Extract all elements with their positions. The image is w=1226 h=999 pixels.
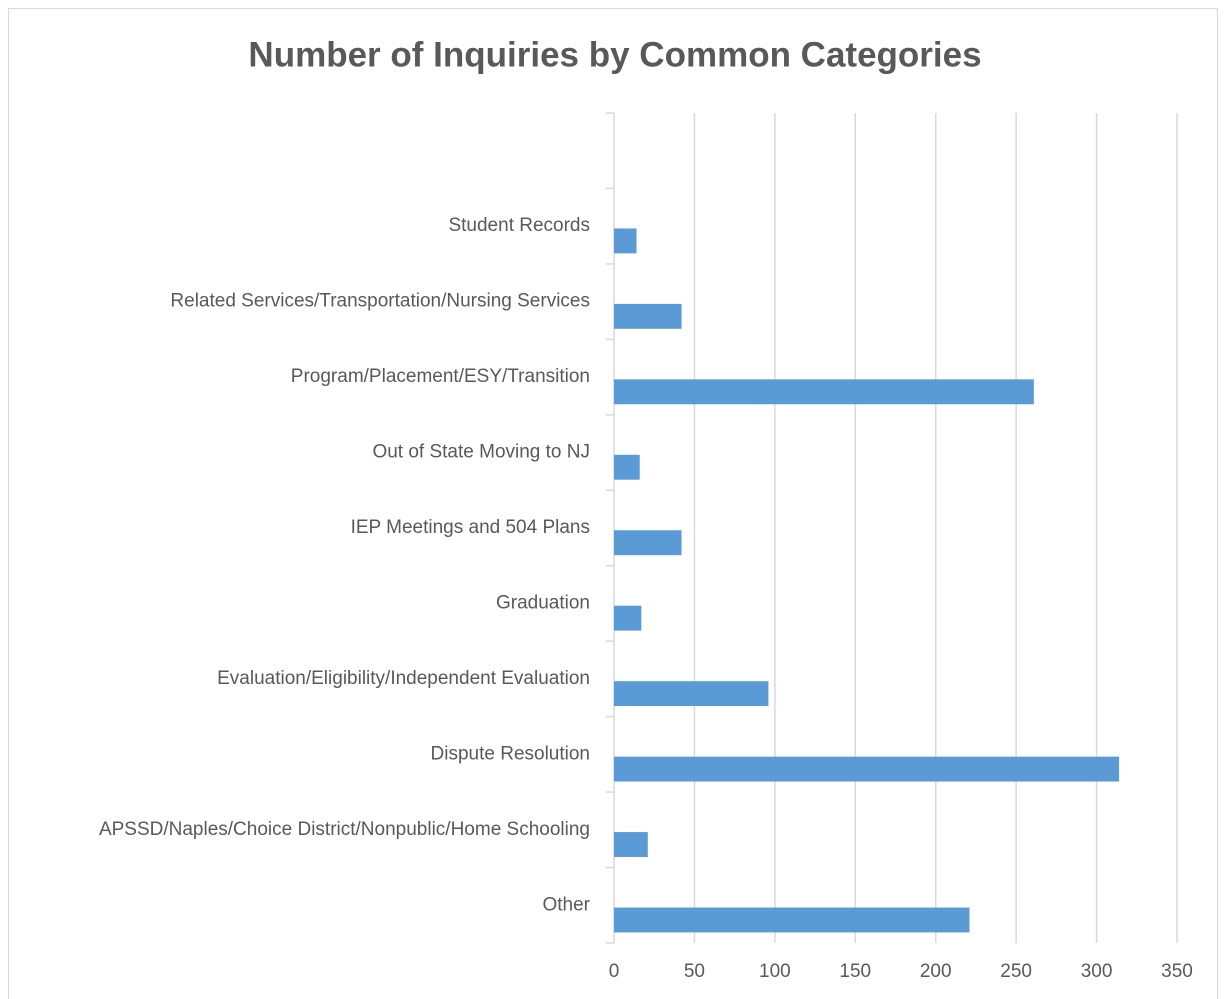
- y-tick-label: Graduation: [496, 592, 590, 613]
- y-tick-label: Student Records: [448, 215, 590, 236]
- y-tick-label: Other: [542, 894, 590, 915]
- x-tick-label: 250: [1000, 961, 1032, 982]
- x-tick-label: 100: [759, 961, 791, 982]
- chart-border: [8, 8, 1218, 999]
- bar: [614, 832, 648, 857]
- x-tick-label: 50: [684, 961, 705, 982]
- bar: [614, 605, 642, 631]
- x-tick-label: 0: [609, 961, 620, 982]
- bar: [614, 530, 682, 556]
- bar: [614, 228, 637, 254]
- bar: [614, 379, 1034, 405]
- y-tick-label: Evaluation/Eligibility/Independent Evalu…: [217, 668, 590, 689]
- y-tick-label: Out of State Moving to NJ: [372, 442, 590, 463]
- bar: [614, 681, 769, 707]
- x-tick-label: 300: [1081, 961, 1113, 982]
- x-tick-label: 350: [1161, 961, 1193, 982]
- bar: [614, 454, 640, 480]
- y-tick-label: Program/Placement/ESY/Transition: [291, 366, 590, 387]
- bar: [614, 756, 1120, 782]
- x-tick-label: 150: [839, 961, 871, 982]
- x-tick-label: 200: [920, 961, 952, 982]
- y-tick-label: Dispute Resolution: [431, 743, 590, 764]
- bar: [614, 907, 970, 933]
- y-tick-label: Related Services/Transportation/Nursing …: [170, 291, 590, 312]
- chart-title: Number of Inquiries by Common Categories: [248, 35, 981, 74]
- y-tick-label: APSSD/Naples/Choice District/Nonpublic/H…: [99, 819, 590, 840]
- bar: [614, 303, 682, 329]
- y-tick-label: IEP Meetings and 504 Plans: [351, 517, 590, 538]
